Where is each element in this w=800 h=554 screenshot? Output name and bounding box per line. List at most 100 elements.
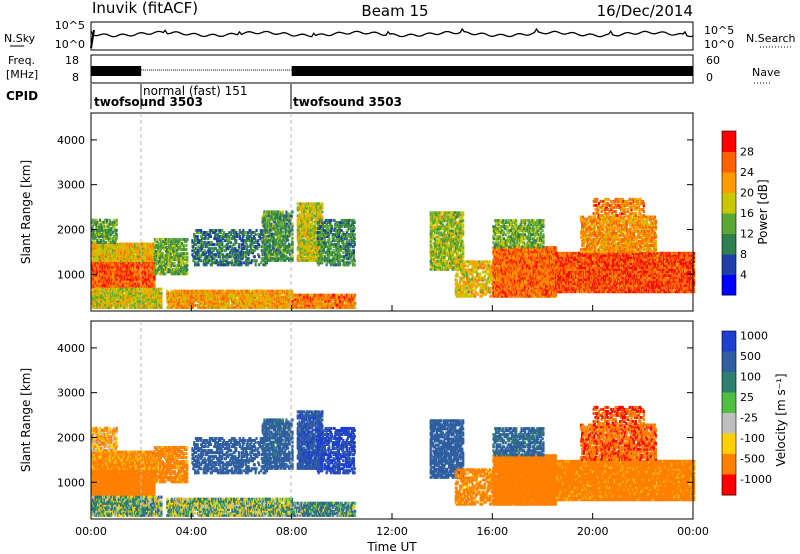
power-cell	[128, 305, 131, 309]
power-cell	[95, 218, 98, 222]
power-cell	[158, 305, 161, 309]
power-cell	[128, 293, 131, 297]
power-cell	[164, 244, 167, 248]
power-cell	[131, 246, 134, 250]
power-cell	[105, 230, 109, 234]
power-cell	[147, 291, 150, 295]
power-cell	[113, 297, 117, 301]
power-cell	[146, 267, 149, 271]
power-cell	[94, 234, 97, 238]
power-cell	[158, 291, 161, 295]
power-cell	[109, 301, 112, 305]
cpid-panel: CPID twofsound 3503 normal (fast) 151 tw…	[6, 84, 402, 109]
power-cell	[291, 222, 294, 226]
power-cell	[240, 261, 243, 265]
power-cell	[158, 254, 162, 258]
freq-band-gap	[141, 66, 292, 76]
power-cell	[137, 271, 140, 275]
noise-left-tick-top: 10^5	[55, 19, 85, 32]
power-cell	[158, 256, 162, 260]
power-cell	[141, 301, 145, 305]
power-cell	[113, 224, 117, 228]
power-cell	[152, 252, 155, 256]
power-cell	[155, 295, 159, 299]
power-cell	[160, 272, 163, 276]
power-cell	[133, 297, 136, 301]
power-cell	[160, 297, 163, 301]
power-cell	[108, 228, 111, 232]
cpid-segment-2: normal (fast) 151	[143, 84, 247, 98]
power-cell	[182, 244, 185, 248]
power-cell	[160, 303, 163, 307]
power-cell	[160, 270, 163, 274]
power-cell	[115, 234, 118, 238]
power-cell	[91, 305, 95, 309]
power-cell	[91, 289, 95, 293]
power-cell	[105, 305, 108, 309]
power-cell	[92, 238, 95, 242]
power-cell	[153, 285, 156, 289]
power-cell	[139, 252, 142, 256]
power-cell	[161, 252, 164, 256]
power-cell	[95, 252, 98, 256]
power-cell	[141, 271, 144, 275]
power-cell	[109, 234, 112, 238]
power-cell	[134, 244, 137, 248]
power-cell	[254, 233, 257, 237]
power-cell	[120, 246, 124, 250]
power-cell	[164, 272, 167, 276]
power-cell	[96, 271, 99, 275]
power-cell	[119, 254, 122, 258]
power-cell	[91, 218, 95, 222]
power-cell	[151, 277, 154, 281]
power-cell	[139, 299, 142, 303]
power-cell	[115, 232, 118, 236]
power-cell	[102, 238, 105, 242]
power-cell	[112, 250, 116, 254]
power-cell	[91, 228, 94, 232]
power-cell	[106, 291, 110, 295]
power-cell	[291, 254, 294, 258]
power-cell	[127, 242, 131, 246]
power-cell	[120, 291, 124, 295]
power-cell	[115, 220, 118, 224]
power-cell	[102, 222, 105, 226]
power-cell	[154, 270, 157, 274]
power-cell	[141, 295, 144, 299]
power-cell	[185, 244, 188, 248]
power-cell	[185, 248, 188, 252]
power-cell	[150, 293, 153, 297]
power-cell	[200, 229, 203, 233]
power-cell	[93, 299, 96, 303]
power-cell	[160, 242, 163, 246]
power-cell	[116, 254, 119, 258]
power-cell	[112, 252, 116, 256]
power-cell	[103, 224, 106, 228]
power-cell	[148, 293, 151, 297]
power-cell	[148, 295, 151, 299]
power-cell	[235, 239, 238, 243]
power-cell	[110, 232, 113, 236]
power-cell	[103, 234, 106, 238]
power-cell	[142, 242, 145, 246]
power-cell	[148, 250, 152, 254]
power-cell	[111, 242, 114, 246]
power-cell	[155, 266, 158, 270]
power-cell	[112, 234, 116, 238]
freq-label-top: Freq.	[8, 54, 35, 67]
power-cell	[157, 242, 160, 246]
power-cell	[100, 289, 103, 293]
power-cell	[156, 239, 159, 243]
power-cell	[119, 301, 122, 305]
power-cell	[153, 237, 156, 241]
power-cell	[126, 299, 130, 303]
power-cell	[98, 218, 102, 222]
power-cell	[165, 258, 169, 262]
power-cell	[105, 281, 109, 285]
freq-right-tick-top: 60	[706, 54, 720, 67]
power-cell	[135, 263, 138, 267]
power-cell	[148, 291, 152, 295]
power-cell	[91, 234, 95, 238]
power-cell	[126, 244, 129, 248]
